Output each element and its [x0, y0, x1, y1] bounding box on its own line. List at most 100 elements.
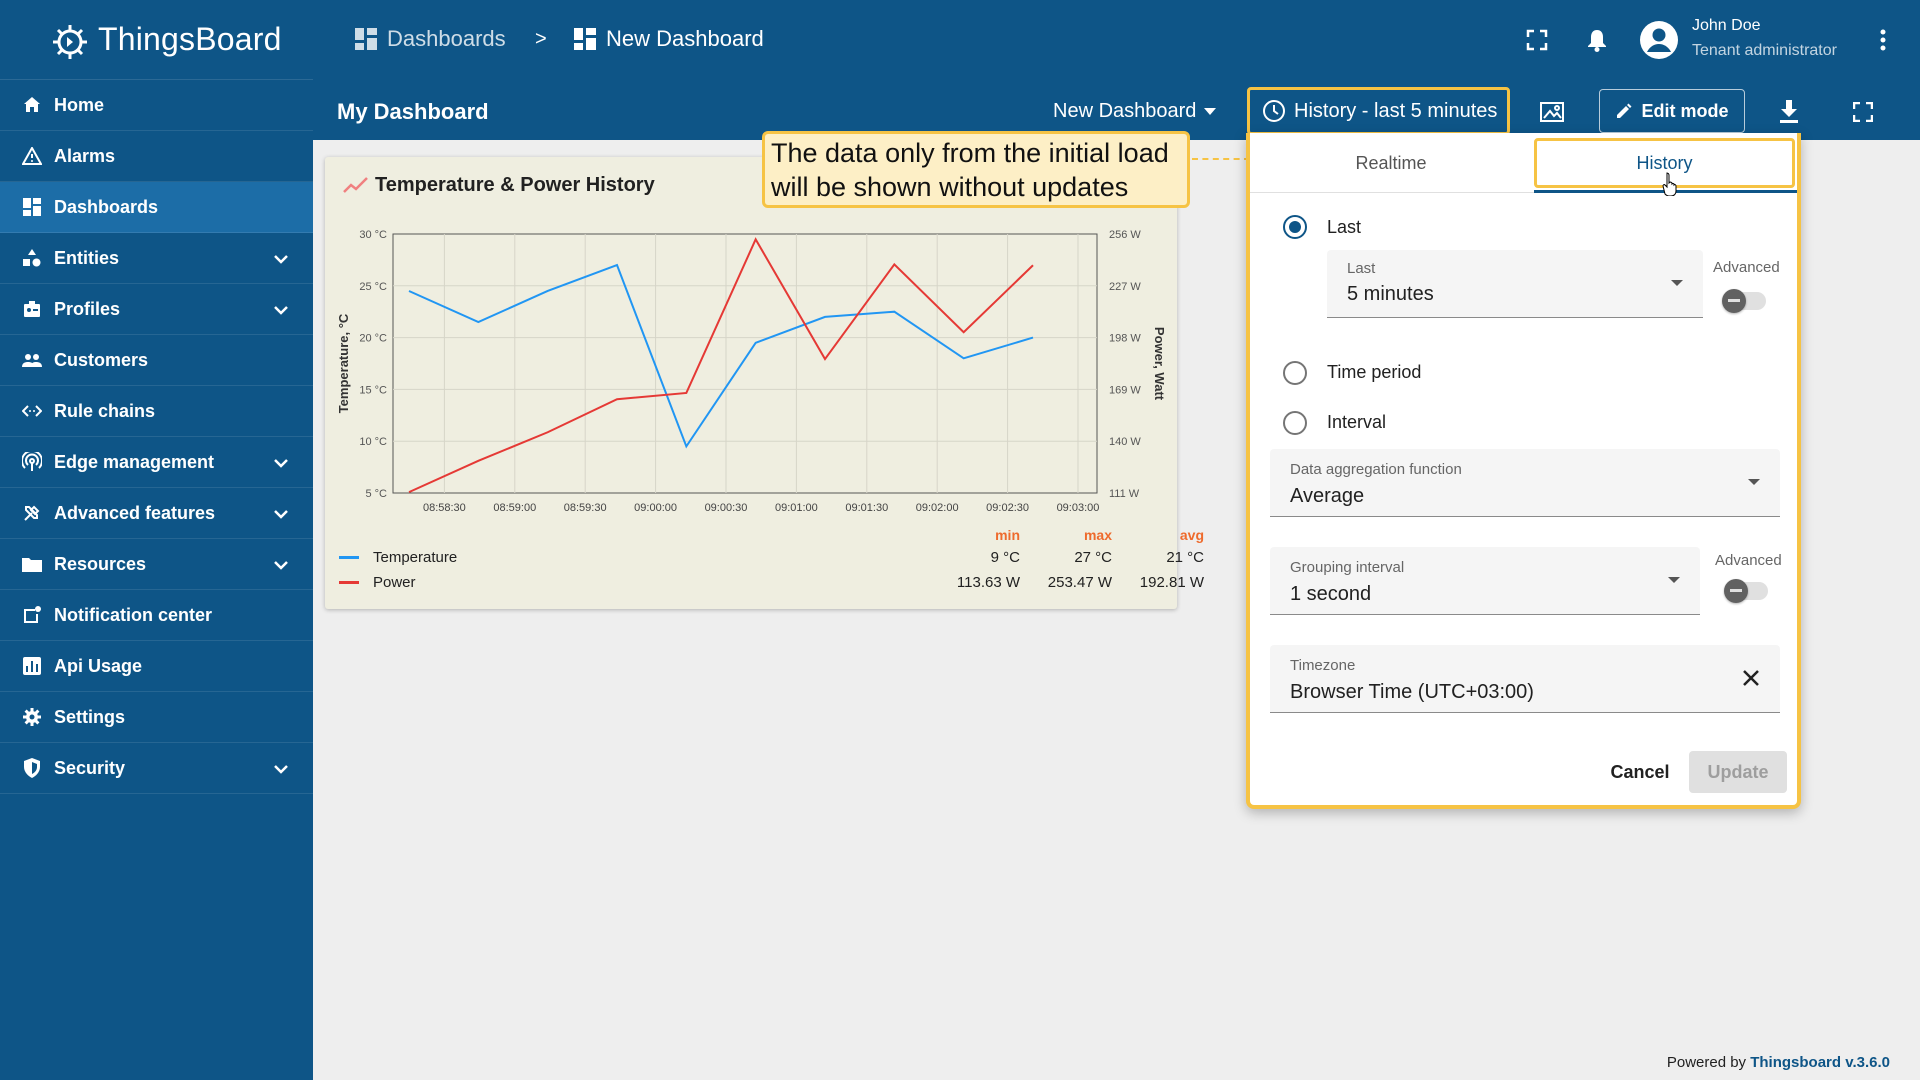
advanced-toggle[interactable] — [1722, 289, 1766, 313]
cancel-button[interactable]: Cancel — [1610, 761, 1670, 782]
hand-cursor-icon — [1662, 172, 1677, 196]
tab-realtime[interactable]: Realtime — [1355, 152, 1427, 173]
toggle-minus-icon — [1728, 299, 1740, 302]
y-axis-label: Temperature, °C — [336, 313, 351, 413]
fullscreen-icon[interactable] — [1523, 26, 1551, 54]
y-right-axis-label: Power, Watt — [1152, 327, 1167, 401]
sidebar-item-api-usage[interactable]: Api Usage — [0, 641, 313, 692]
rule-chains-icon — [22, 401, 42, 421]
sidebar-item-notification-center[interactable]: Notification center — [0, 590, 313, 641]
y-tick-label: 10 °C — [359, 436, 387, 448]
caret-down-icon — [1671, 280, 1683, 286]
x-tick-label: 08:58:30 — [423, 502, 466, 514]
thingsboard-logo-icon — [53, 24, 87, 59]
sidebar-item-rule-chains[interactable]: Rule chains — [0, 386, 313, 437]
sidebar-item-advanced-features[interactable]: Advanced features — [0, 488, 313, 539]
sidebar-item-label: Alarms — [54, 145, 116, 166]
sidebar-item-edge-management[interactable]: Edge management — [0, 437, 313, 488]
chevron-down-icon[interactable] — [271, 453, 291, 473]
sidebar-item-profiles[interactable]: Profiles — [0, 284, 313, 335]
edit-mode-label: Edit mode — [1641, 100, 1729, 121]
annotation-callout: The data only from the initial load will… — [762, 131, 1190, 208]
more-vert-icon[interactable] — [1869, 26, 1897, 54]
legend-label: Power — [373, 574, 416, 591]
edit-mode-button[interactable]: Edit mode — [1599, 89, 1745, 133]
sidebar-item-entities[interactable]: Entities — [0, 233, 313, 284]
sidebar-item-resources[interactable]: Resources — [0, 539, 313, 590]
avatar[interactable] — [1639, 20, 1679, 60]
breadcrumb-current: New Dashboard — [574, 26, 764, 52]
y-right-tick-label: 256 W — [1109, 229, 1141, 241]
sidebar-item-alarms[interactable]: Alarms — [0, 131, 313, 182]
sidebar-item-settings[interactable]: Settings — [0, 692, 313, 743]
legend-item-power[interactable]: Power — [339, 574, 416, 591]
dashboards-icon — [355, 28, 377, 50]
callout-line-1: The data only from the initial load — [771, 138, 1169, 168]
shield-icon — [22, 758, 42, 778]
user-role: Tenant administrator — [1692, 42, 1837, 59]
breadcrumb-dashboards[interactable]: Dashboards — [355, 26, 506, 52]
sidebar-item-security[interactable]: Security — [0, 743, 313, 794]
last-duration-select[interactable]: Last 5 minutes — [1327, 250, 1703, 318]
grouping-interval-select[interactable]: Grouping interval 1 second — [1270, 547, 1700, 615]
x-tick-label: 09:01:30 — [845, 502, 888, 514]
chevron-down-icon[interactable] — [271, 249, 291, 269]
api-usage-icon — [22, 656, 42, 676]
y-tick-label: 30 °C — [359, 229, 387, 241]
radio-time-period[interactable] — [1283, 361, 1307, 385]
legend-item-temperature[interactable]: Temperature — [339, 549, 457, 566]
gear-icon — [22, 707, 42, 727]
timezone-value: Browser Time (UTC+03:00) — [1290, 681, 1534, 703]
chevron-down-icon[interactable] — [271, 555, 291, 575]
y-right-tick-label: 140 W — [1109, 436, 1141, 448]
dashboards-icon — [22, 197, 42, 217]
advanced-label: Advanced — [1715, 552, 1782, 569]
stat-header-avg: avg — [1179, 527, 1204, 543]
chart-widget[interactable]: Temperature & Power History 30 °C 256 W 25… — [325, 157, 1204, 609]
plot-area — [392, 233, 1098, 494]
dashboard-select[interactable]: New Dashboard — [1053, 100, 1217, 123]
stat-power-min: 113.63 W — [956, 574, 1020, 591]
advanced-label: Advanced — [1713, 259, 1780, 276]
grouping-interval-value: 1 second — [1290, 583, 1372, 605]
sidebar-item-home[interactable]: Home — [0, 80, 313, 131]
sidebar-item-label: Edge management — [54, 451, 215, 472]
radio-interval[interactable] — [1283, 411, 1307, 435]
timewindow-button[interactable]: History - last 5 minutes — [1247, 87, 1510, 135]
chevron-down-icon[interactable] — [271, 504, 291, 524]
image-export-icon[interactable] — [1538, 98, 1566, 126]
sidebar-item-customers[interactable]: Customers — [0, 335, 313, 386]
aggregation-select[interactable]: Data aggregation function Average — [1270, 449, 1780, 517]
pencil-icon — [1617, 103, 1632, 118]
close-icon[interactable] — [1742, 669, 1760, 687]
clock-icon — [1263, 100, 1285, 122]
stat-header-max: max — [1083, 527, 1112, 543]
legend-swatch — [339, 556, 359, 559]
sidebar-item-label: Security — [54, 757, 126, 778]
radio-interval-label: Interval — [1327, 412, 1387, 432]
callout-line-2: will be shown without updates — [771, 172, 1129, 202]
timezone-select[interactable]: Timezone Browser Time (UTC+03:00) — [1270, 645, 1780, 713]
widget-title: Temperature & Power History — [375, 174, 655, 196]
update-button[interactable]: Update — [1689, 751, 1787, 793]
breadcrumb-current-label: New Dashboard — [606, 26, 764, 51]
sidebar-item-label: Dashboards — [54, 196, 159, 217]
x-tick-label: 09:01:00 — [775, 502, 818, 514]
radio-last[interactable] — [1283, 215, 1307, 239]
dashboard-fullscreen-icon[interactable] — [1849, 98, 1877, 126]
grouping-advanced-toggle[interactable] — [1724, 579, 1768, 603]
chevron-down-icon[interactable] — [271, 759, 291, 779]
radio-last-label: Last — [1327, 217, 1362, 237]
chevron-down-icon[interactable] — [271, 300, 291, 320]
line-chart[interactable]: 30 °C 256 W 25 °C 227 W 20 °C 198 W 15 °C 169 W… — [325, 157, 1177, 609]
profiles-icon — [22, 299, 42, 319]
bell-icon[interactable] — [1583, 26, 1611, 54]
sidebar-item-dashboards[interactable]: Dashboards — [0, 182, 313, 233]
download-icon[interactable] — [1775, 98, 1803, 126]
radio-time-period-label: Time period — [1327, 362, 1422, 382]
powered-brand-link[interactable]: Thingsboard v.3.6.0 — [1750, 1054, 1890, 1071]
logo[interactable]: ThingsBoard — [0, 0, 313, 80]
sidebar-item-label: Home — [54, 94, 105, 115]
alarm-icon — [22, 146, 42, 166]
x-tick-label: 09:00:30 — [705, 502, 748, 514]
